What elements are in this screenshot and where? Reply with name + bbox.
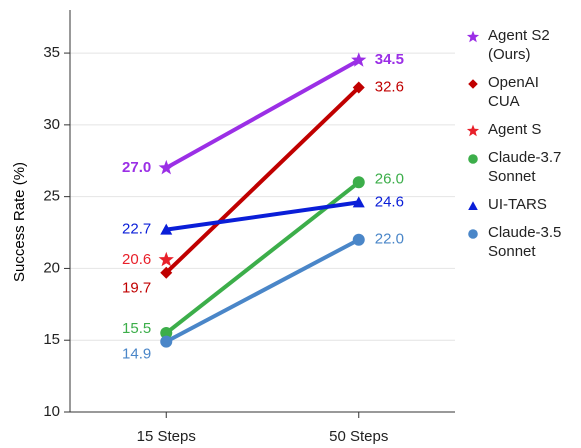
marker	[352, 233, 365, 246]
marker	[158, 251, 174, 267]
data-label: 14.9	[122, 346, 151, 363]
y-tick-label: 15	[43, 331, 60, 348]
marker	[468, 201, 478, 210]
legend-label: Agent S2 (Ours)	[488, 27, 550, 63]
y-tick-label: 25	[43, 188, 60, 205]
y-tick-label: 20	[43, 259, 60, 276]
legend-label: OpenAI CUA	[488, 74, 539, 110]
legend-marker	[466, 124, 480, 137]
legend: Agent S2 (Ours) OpenAI CUA Agent S Claude-3…	[466, 26, 578, 270]
data-label: 32.6	[375, 78, 404, 95]
series-line	[165, 200, 360, 232]
data-label: 15.5	[122, 320, 151, 337]
marker	[352, 176, 365, 189]
legend-item: Agent S	[466, 120, 578, 139]
legend-marker	[466, 30, 480, 43]
marker	[160, 266, 173, 279]
series-line	[165, 58, 360, 170]
marker	[466, 30, 480, 43]
legend-marker	[468, 79, 478, 89]
marker	[158, 159, 174, 175]
data-label: 27.0	[122, 159, 151, 176]
legend-item: Claude-3.5 Sonnet	[466, 223, 578, 261]
data-label: 24.6	[375, 193, 404, 210]
marker	[160, 327, 173, 340]
y-tick-label: 30	[43, 116, 60, 133]
data-label: 22.0	[375, 231, 404, 248]
marker	[160, 223, 173, 235]
legend-label: Claude-3.5 Sonnet	[488, 224, 562, 260]
legend-item: UI-TARS	[466, 195, 578, 214]
legend-marker	[468, 229, 478, 239]
data-label: 20.6	[122, 251, 151, 268]
legend-marker	[468, 154, 478, 164]
legend-item: Agent S2 (Ours)	[466, 26, 578, 64]
marker	[352, 81, 365, 94]
marker	[468, 79, 478, 89]
data-label: 34.5	[375, 51, 404, 68]
legend-item: OpenAI CUA	[466, 73, 578, 111]
x-tick-label: 15 Steps	[137, 428, 196, 445]
data-label: 19.7	[122, 280, 151, 297]
marker	[351, 52, 367, 67]
legend-label: Agent S	[488, 121, 542, 138]
marker	[468, 229, 478, 239]
marker	[466, 124, 480, 137]
data-label: 26.0	[375, 170, 404, 187]
marker	[352, 196, 365, 208]
legend-item: Claude-3.7 Sonnet	[466, 148, 578, 186]
series-line	[165, 237, 360, 344]
legend-label: UI-TARS	[488, 196, 547, 213]
y-tick-label: 10	[43, 403, 60, 420]
y-axis-label: Success Rate (%)	[11, 162, 28, 282]
x-tick-label: 50 Steps	[329, 428, 388, 445]
series-line	[164, 86, 361, 275]
legend-marker	[468, 201, 478, 210]
y-tick-label: 35	[43, 44, 60, 61]
data-label: 22.7	[122, 221, 151, 238]
marker	[160, 335, 173, 348]
legend-label: Claude-3.7 Sonnet	[488, 149, 562, 185]
marker	[468, 154, 478, 164]
